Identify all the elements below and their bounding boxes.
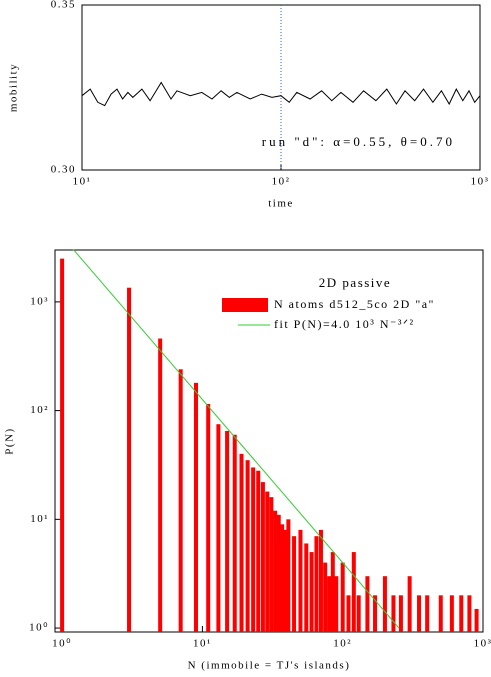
y-axis-label: P(N) [4,427,16,454]
bar [356,595,361,632]
bar [382,576,387,632]
bar [273,510,278,632]
bar [474,608,479,632]
x-axis-label: time [268,198,294,210]
bar [283,529,288,632]
bar [232,434,237,632]
bar [425,595,430,632]
bar [286,519,291,632]
bar [193,382,198,632]
bar [60,258,65,632]
bar [438,595,443,632]
line-series [72,248,400,629]
bar [225,430,230,632]
bar [216,424,221,632]
bar [269,497,274,632]
bar [340,562,345,632]
y-axis-label: mobility [8,63,20,112]
bar [256,470,261,632]
bar [245,460,250,632]
bar [251,467,256,632]
bar [265,491,270,632]
bar [346,595,351,632]
y-tick-label: 0.30 [51,164,76,176]
bar [330,552,335,632]
bar [417,595,422,632]
x-tick-label: 10² [333,638,352,650]
bar [459,595,464,632]
legend-label: N atoms d512_5co 2D "a" [274,297,435,311]
bar [398,595,403,632]
bar [280,524,285,632]
x-tick-label: 10¹ [73,176,92,188]
bar [158,338,163,632]
bar [276,514,281,632]
legend-title: 2D passive [319,275,391,290]
line-series [81,81,481,107]
y-tick-label: 10¹ [30,513,49,525]
x-tick-label: 10⁰ [52,638,72,650]
y-tick-label: 10² [30,404,49,416]
y-tick-label: 10⁰ [29,622,49,634]
bar [323,562,328,632]
annotation: run "d": α=0.55, θ=0.70 [262,134,455,149]
bar [304,543,309,632]
bar [334,576,339,632]
bar [292,536,297,632]
x-axis-label: N (immobile = TJ's islands) [188,660,351,672]
x-tick-label: 10³ [471,176,490,188]
bar [298,529,303,632]
bar [309,552,314,632]
y-tick-label: 0.35 [51,0,76,11]
bar [178,369,183,632]
legend-swatch [222,298,268,312]
x-tick-label: 10³ [474,638,491,650]
bar [407,576,412,632]
bar [449,595,454,632]
bar [373,595,378,632]
y-tick-label: 10³ [30,295,49,307]
bar [351,552,356,632]
bar [365,576,370,632]
bar [391,595,396,632]
bar [239,453,244,632]
bar [318,529,323,632]
x-tick-label: 10¹ [193,638,212,650]
bar [260,482,265,632]
bar [206,404,211,632]
bar [467,595,472,632]
x-tick-label: 10² [272,176,291,188]
bar [314,536,319,632]
legend-label: fit P(N)=4.0 10³ N⁻³ᐟ² [274,317,415,331]
bar [327,576,332,632]
bar [127,287,132,632]
